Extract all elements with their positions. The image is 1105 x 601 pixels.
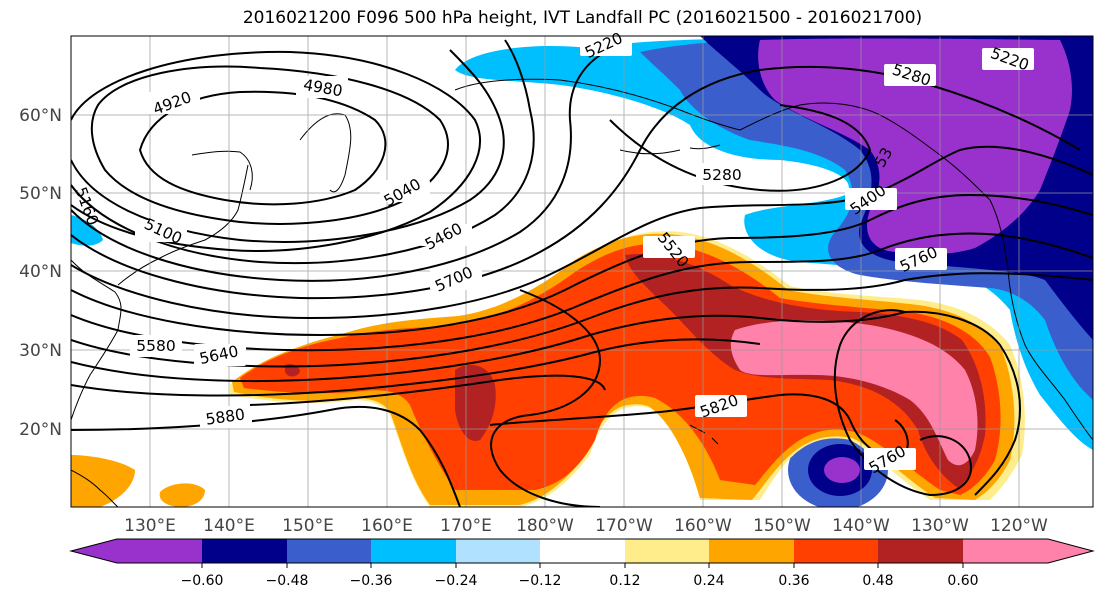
contour-5460 (71, 232, 1093, 352)
ivt-pos-darkred-sw (455, 365, 496, 441)
lon-tick: 130°E (124, 516, 176, 536)
colorbar-tick: 0.12 (609, 573, 640, 589)
lat-ticks: 60°N 50°N 40°N 30°N 20°N (19, 106, 62, 440)
lon-tick: 120°W (990, 516, 1048, 536)
coast-kamchatka (299, 113, 352, 193)
contour-5220 (71, 44, 621, 282)
contour-5340 (71, 145, 1093, 320)
colorbar-segment (540, 539, 625, 563)
lat-tick: 20°N (19, 420, 62, 440)
coast-korea-japan (117, 164, 249, 286)
colorbar-tick: −0.12 (519, 573, 562, 589)
ivt-neg-purple (758, 38, 1072, 255)
colorbar-tick: 0.48 (862, 573, 893, 589)
contour-4920 (138, 90, 387, 206)
lat-tick: 60°N (19, 106, 62, 126)
contour-5580 (71, 311, 906, 383)
ivt-pos-orange-sw (159, 483, 205, 507)
colorbar-segment (202, 539, 287, 563)
colorbar-tick: −0.60 (181, 573, 224, 589)
contour-5700 (249, 374, 606, 406)
contour-5880 (71, 405, 461, 507)
coastlines (71, 78, 1093, 507)
contour-label: 5880 (205, 405, 247, 428)
ivt-neg-low-purple (824, 457, 860, 483)
coast-alaska (454, 78, 991, 201)
map-title: 2016021200 F096 500 hPa height, IVT Land… (242, 8, 923, 28)
colorbar-segment (794, 539, 878, 563)
lon-tick: 160°W (674, 516, 732, 536)
lon-tick: 170°E (440, 516, 492, 536)
lon-tick: 130°W (911, 516, 969, 536)
contour-label-boxes (130, 34, 1034, 470)
colorbar-segment (709, 539, 794, 563)
lon-tick: 160°E (361, 516, 413, 536)
contour-5520 (71, 272, 1093, 368)
lon-tick: 170°W (595, 516, 653, 536)
lon-tick: 140°W (832, 516, 890, 536)
colorbar-segment (371, 539, 456, 563)
lat-tick: 50°N (19, 184, 62, 204)
map-frame (70, 35, 1094, 508)
colorbar-segment (963, 539, 1093, 563)
colorbar-tick: −0.24 (435, 573, 478, 589)
ivt-neg-lightblue-west (71, 215, 103, 246)
colorbar-outline (69, 538, 1095, 564)
contour-5640 (71, 338, 761, 397)
lat-tick: 30°N (19, 341, 62, 361)
contour-5100 (71, 49, 505, 243)
colorbar-segment (625, 539, 709, 563)
ivt-shading (71, 36, 1093, 507)
contour-label: 5280 (702, 166, 741, 184)
colorbar-tick: 0.36 (778, 573, 809, 589)
ivt-pos-red (240, 243, 1001, 495)
colorbar-tick: −0.48 (266, 573, 309, 589)
colorbar-tick: −0.36 (350, 573, 393, 589)
contour-5760 (490, 289, 602, 507)
coast-sakhalin (191, 150, 253, 191)
colorbar-segment (71, 539, 202, 563)
coast-philippines (71, 469, 119, 507)
ivt-pos-pink (730, 320, 978, 466)
lon-ticks: 130°E 140°E 150°E 160°E 170°E 180°W 170°… (124, 516, 1048, 536)
ivt-pos-orange-w (71, 455, 135, 507)
coast-na-west (989, 199, 1093, 441)
gridlines (71, 36, 1093, 507)
colorbar-tick: 0.24 (693, 573, 724, 589)
contour-label: 5580 (136, 337, 175, 355)
lon-tick: 140°E (203, 516, 255, 536)
colorbar-segment (878, 539, 963, 563)
contour-5280b (609, 104, 872, 192)
colorbar: −0.60 −0.48 −0.36 −0.24 −0.12 0.12 0.24 … (69, 538, 1095, 589)
lat-tick: 40°N (19, 262, 62, 282)
colorbar-tick: 0.60 (947, 573, 978, 589)
colorbar-segment (287, 539, 371, 563)
contour-5040 (71, 50, 481, 252)
lon-tick: 150°W (753, 516, 811, 536)
contour-5700-east (904, 310, 1021, 496)
colorbar-segment (456, 539, 540, 563)
lon-tick: 150°E (282, 516, 334, 536)
lon-tick: 180°W (516, 516, 574, 536)
